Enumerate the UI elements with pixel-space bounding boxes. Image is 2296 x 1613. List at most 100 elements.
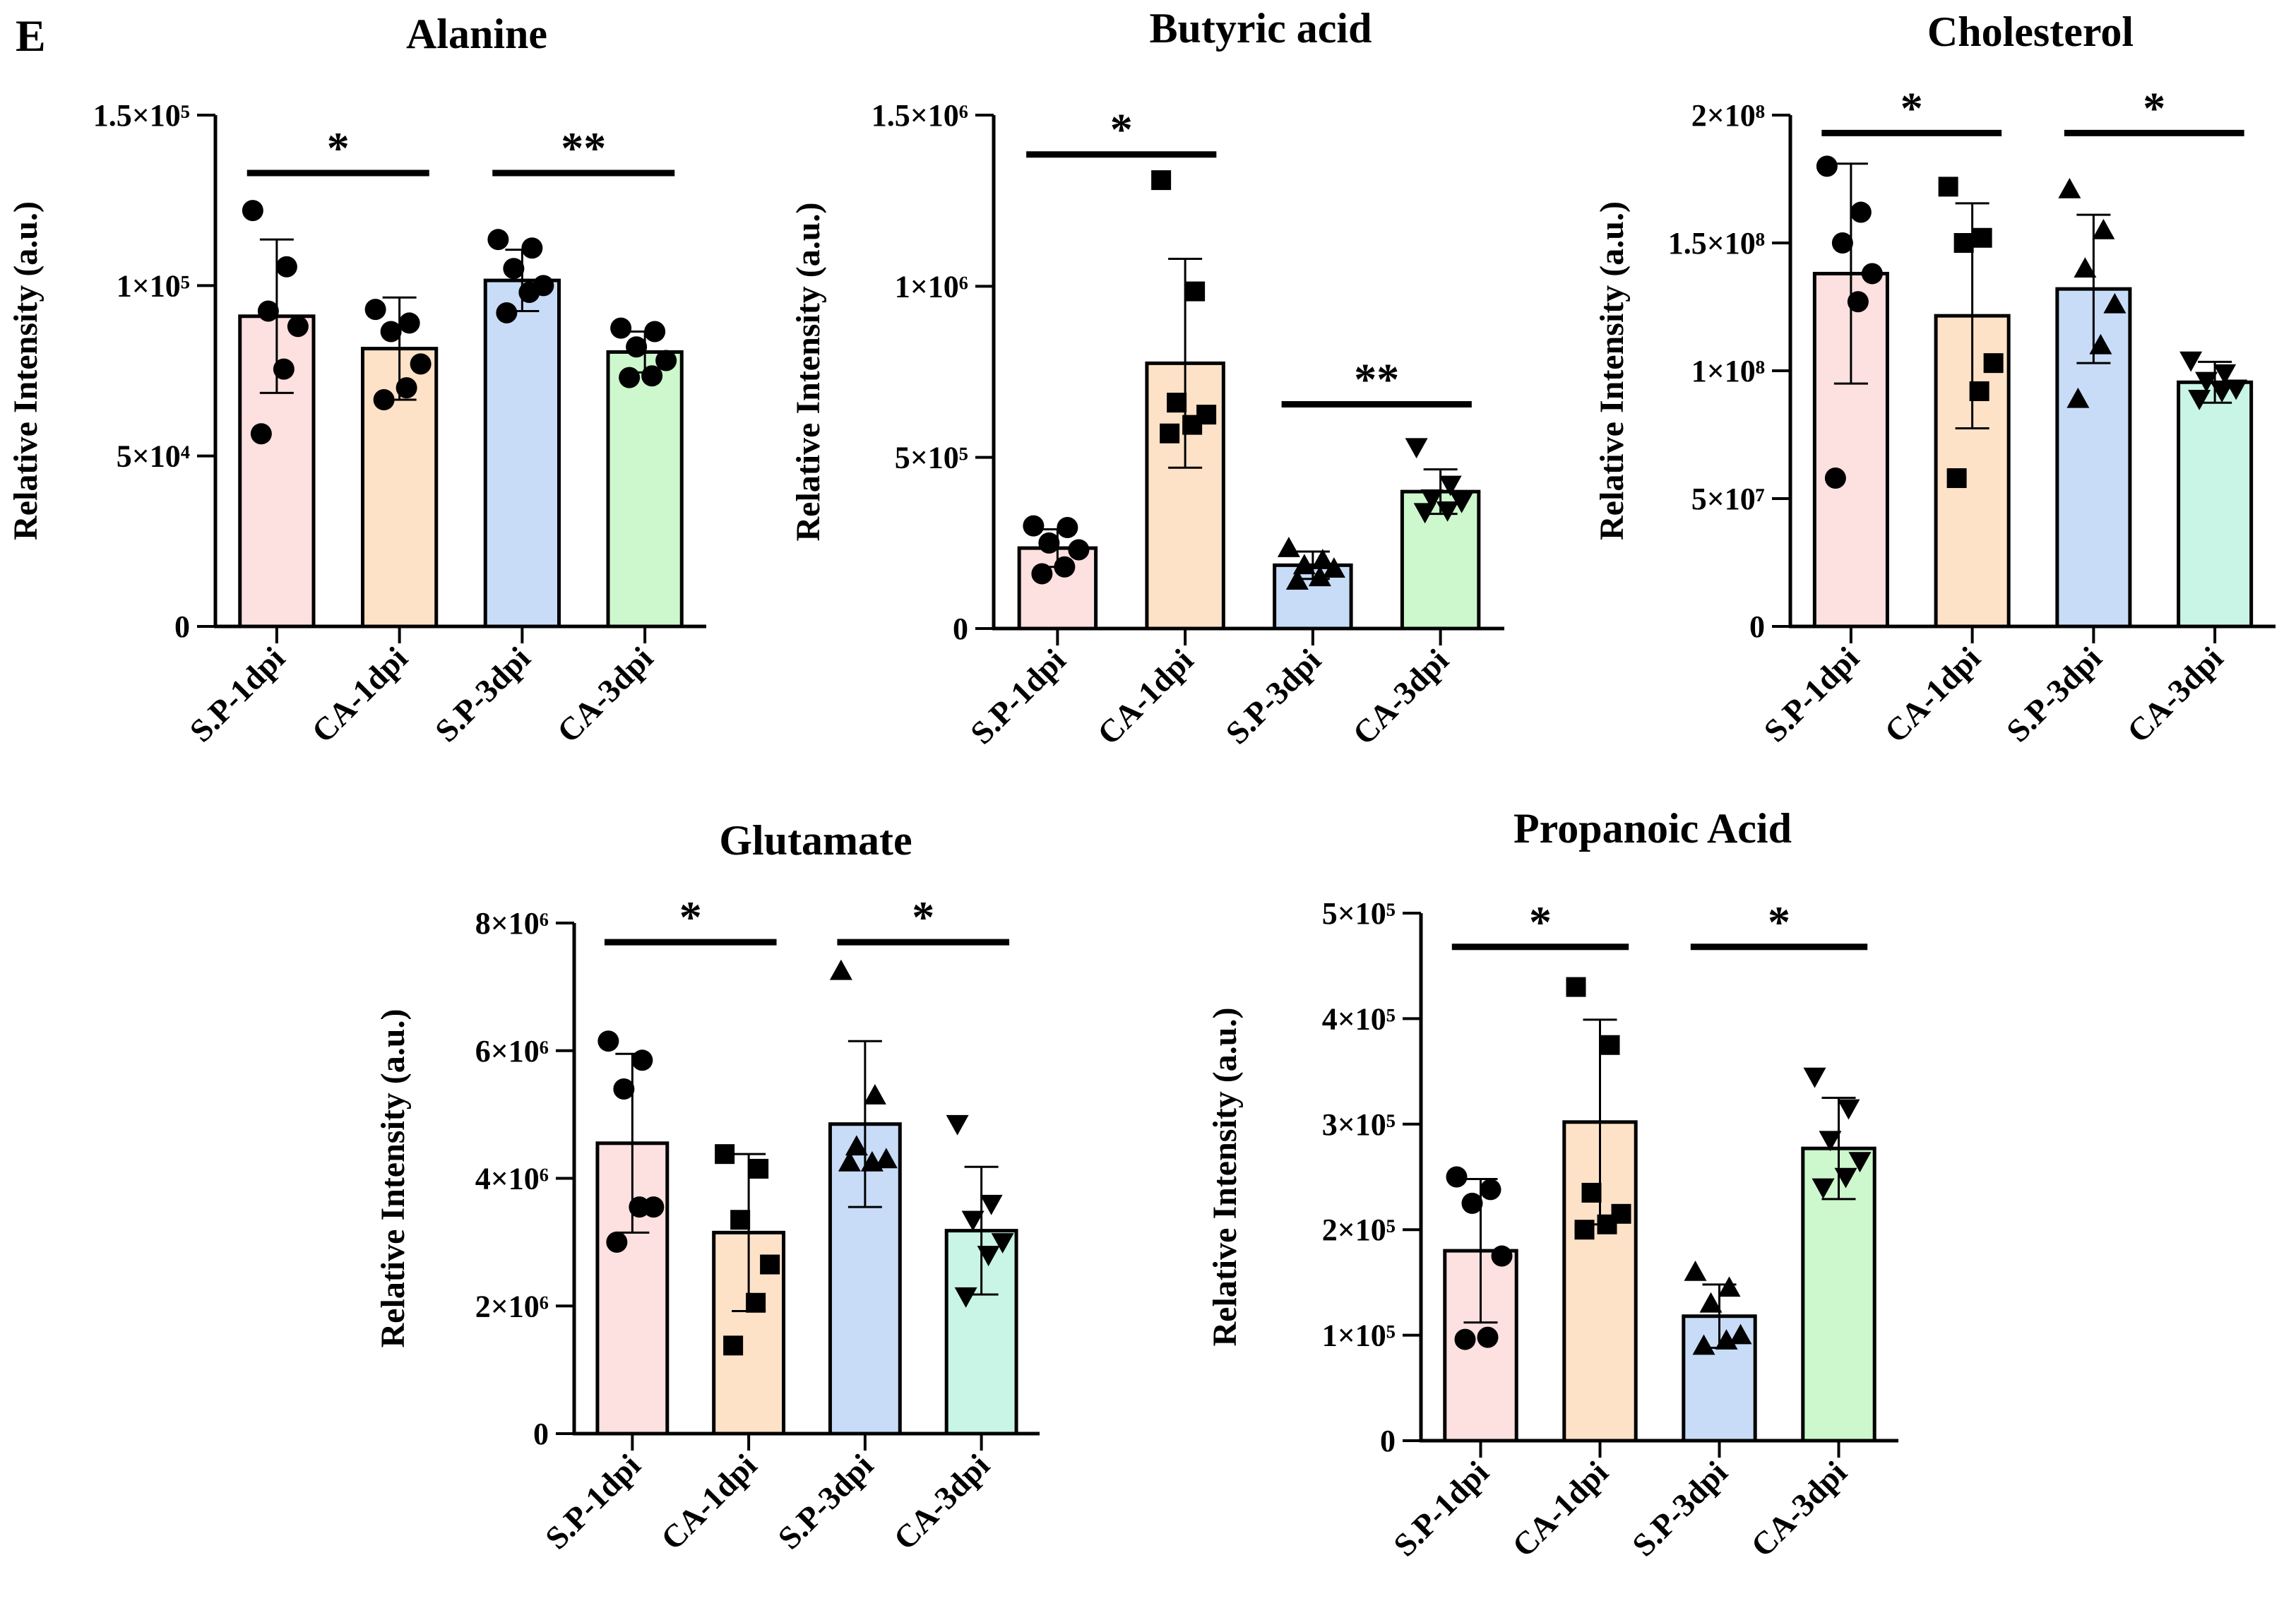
data-point <box>1824 468 1846 489</box>
chart-title: Glutamate <box>719 817 912 864</box>
y-tick-label: 2×10⁸ <box>1691 98 1765 133</box>
data-point <box>760 1254 780 1275</box>
data-point <box>1938 177 1958 197</box>
data-point <box>1600 1035 1620 1055</box>
data-point <box>250 423 272 445</box>
y-tick-label: 3×10⁵ <box>1322 1107 1396 1142</box>
data-point <box>2103 292 2127 314</box>
y-axis-title: Relative Intensity (a.u.) <box>790 203 827 542</box>
data-point <box>1461 1192 1483 1214</box>
y-tick-label: 5×10⁵ <box>895 441 968 475</box>
significance-label: * <box>679 892 702 942</box>
y-tick-label: 1×10⁸ <box>1691 354 1765 388</box>
data-point <box>2188 390 2211 410</box>
data-point <box>1729 1323 1752 1345</box>
data-point <box>1439 475 1462 496</box>
chart-title: Alanine <box>406 11 547 57</box>
data-point <box>1969 381 1989 401</box>
data-point <box>613 1078 635 1100</box>
data-point <box>287 316 309 338</box>
significance-label: * <box>1529 897 1552 947</box>
data-point <box>1151 170 1172 191</box>
error-bar <box>1833 162 1868 385</box>
x-category-label: CA-1dpi <box>1090 642 1201 752</box>
data-point <box>1182 415 1203 435</box>
x-category-label: CA-3dpi <box>1744 1454 1854 1564</box>
data-point <box>629 1196 650 1218</box>
data-point <box>398 312 420 334</box>
x-category-label: S.P-1dpi <box>538 1447 648 1557</box>
significance-label: ** <box>561 123 606 173</box>
data-point <box>487 229 509 251</box>
data-point <box>2179 351 2203 372</box>
data-point <box>1803 1067 1826 1088</box>
y-tick-label: 2×10⁶ <box>475 1289 549 1323</box>
chart-title: Cholesterol <box>1927 8 2134 55</box>
data-point <box>863 1084 886 1105</box>
x-category-label: S.P-1dpi <box>1756 640 1866 749</box>
data-point <box>1847 291 1869 313</box>
data-point <box>1023 515 1045 537</box>
data-point <box>1167 393 1187 413</box>
data-point <box>1477 1326 1499 1348</box>
data-point <box>1185 281 1206 302</box>
data-point <box>2058 177 2081 198</box>
x-category-label: S.P-3dpi <box>1999 640 2109 749</box>
x-category-label: S.P-1dpi <box>1386 1454 1496 1564</box>
x-category-label: CA-3dpi <box>886 1447 997 1557</box>
data-point <box>1322 557 1345 578</box>
chart-title: Propanoic Acid <box>1513 805 1792 852</box>
y-tick-label: 5×10⁴ <box>117 439 190 474</box>
data-point <box>1581 1182 1602 1203</box>
data-point <box>1597 1214 1617 1234</box>
data-point <box>655 350 677 371</box>
data-point <box>1054 556 1076 578</box>
x-category-label: S.P-3dpi <box>1218 642 1328 751</box>
data-point <box>364 299 386 321</box>
data-point <box>2066 387 2090 408</box>
data-point <box>626 336 648 358</box>
data-point <box>1816 155 1838 177</box>
error-bar <box>1821 1096 1856 1201</box>
data-point <box>1684 1260 1707 1281</box>
bar <box>606 350 684 629</box>
data-point <box>373 389 395 411</box>
data-point <box>1450 492 1473 513</box>
data-point <box>980 1194 1003 1215</box>
y-tick-label: 1.5×10⁶ <box>872 98 968 133</box>
x-category-label: CA-1dpi <box>1877 640 1987 750</box>
data-point <box>1699 1292 1723 1313</box>
data-point <box>496 302 518 323</box>
x-category-label: CA-1dpi <box>304 640 415 750</box>
data-point <box>1405 438 1428 459</box>
data-point <box>610 317 632 339</box>
data-point <box>730 1210 751 1230</box>
data-point <box>1057 517 1078 539</box>
data-point <box>829 959 852 980</box>
chart-0: Alanine Relative Intensity (a.u.) 0 5×10⁴ 1×… <box>7 11 706 749</box>
significance-label: * <box>2143 83 2165 133</box>
y-tick-label: 2×10⁵ <box>1322 1213 1396 1247</box>
data-point <box>961 1210 985 1232</box>
data-point <box>2089 333 2112 355</box>
panel-label: E <box>16 11 46 61</box>
y-tick-label: 0 <box>1380 1424 1396 1458</box>
significance-label: * <box>912 892 934 942</box>
data-point <box>410 353 432 375</box>
chart-4: Propanoic Acid Relative Intensity (a.u.) 0… <box>1206 805 1898 1564</box>
data-point <box>631 1049 653 1071</box>
data-point <box>644 321 666 343</box>
data-point <box>1068 539 1090 561</box>
data-point <box>503 258 525 280</box>
y-tick-label: 0 <box>953 612 968 646</box>
significance-label: * <box>327 123 350 173</box>
data-point <box>1454 1328 1476 1350</box>
data-point <box>242 200 263 222</box>
x-category-label: S.P-3dpi <box>1625 1454 1735 1564</box>
significance-label: * <box>1110 105 1133 155</box>
data-point <box>273 358 295 380</box>
data-point <box>991 1233 1014 1254</box>
data-point <box>723 1335 744 1356</box>
significance-label: ** <box>1354 355 1399 405</box>
